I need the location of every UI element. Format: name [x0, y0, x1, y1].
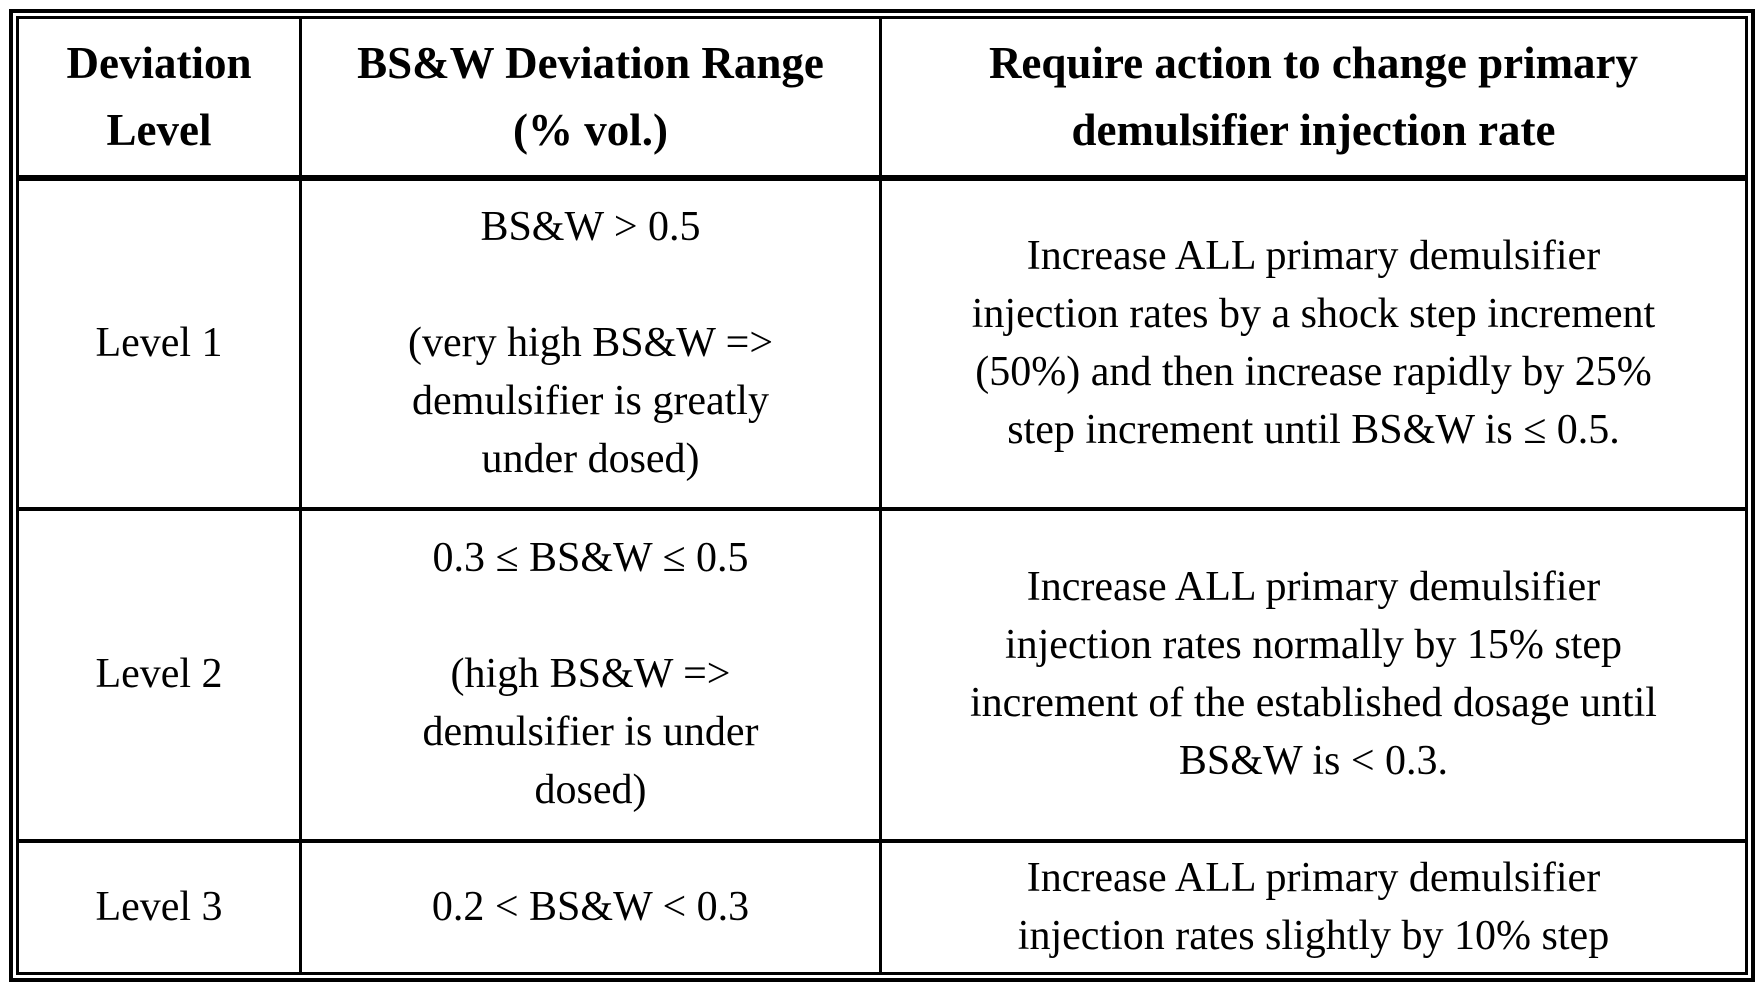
level1-level-cell: Level 1 [19, 181, 302, 511]
header-bsw-deviation-range: BS&W Deviation Range (% vol.) [302, 19, 882, 181]
level2-level-cell: Level 2 [19, 511, 302, 843]
bsw-deviation-table: Deviation Level BS&W Deviation Range (% … [16, 16, 1748, 975]
header-deviation-level: Deviation Level [19, 19, 302, 181]
level1-action-cell: Increase ALL primary demulsifier injecti… [882, 181, 1745, 511]
level2-action-cell: Increase ALL primary demulsifier injecti… [882, 511, 1745, 843]
level1-range-cell: BS&W > 0.5 (very high BS&W => demulsifie… [302, 181, 882, 511]
level3-level-cell: Level 3 [19, 843, 302, 972]
table-outer-frame: Deviation Level BS&W Deviation Range (% … [9, 9, 1755, 982]
level3-action-cell: Increase ALL primary demulsifier injecti… [1017, 854, 1610, 959]
header-required-action: Require action to change primary demulsi… [882, 19, 1745, 181]
level2-range-cell: 0.3 ≤ BS&W ≤ 0.5 (high BS&W => demulsifi… [302, 511, 882, 843]
level3-range-cell: 0.2 < BS&W < 0.3 [302, 843, 882, 972]
